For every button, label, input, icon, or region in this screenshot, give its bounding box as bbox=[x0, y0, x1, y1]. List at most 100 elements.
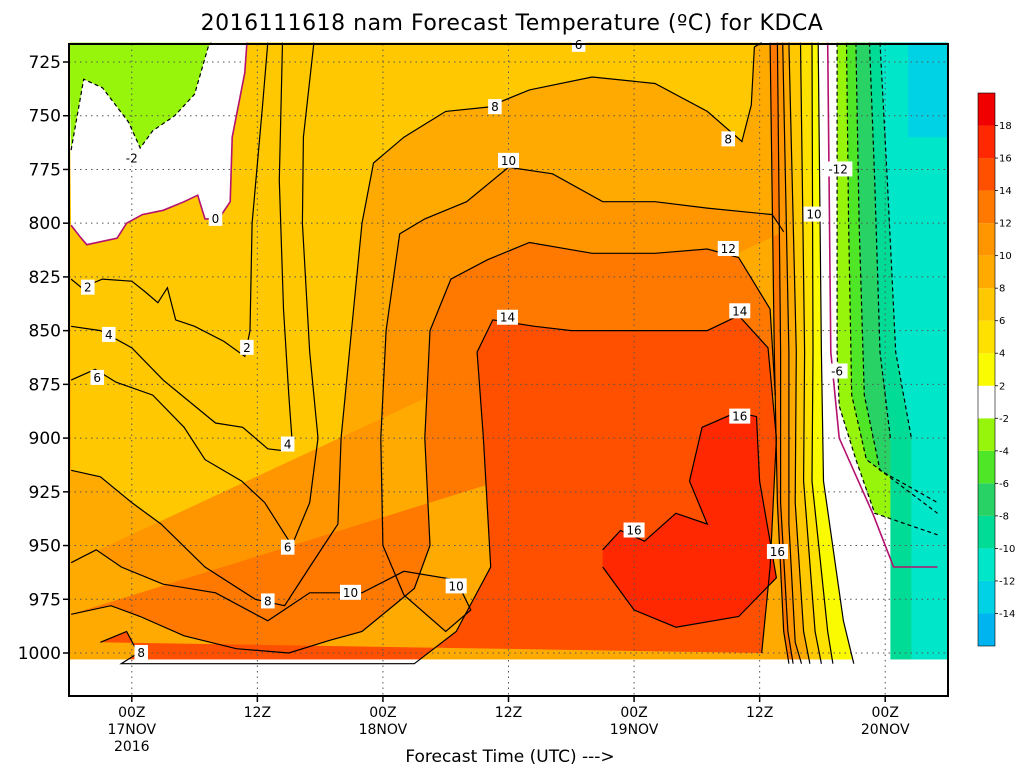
contour-label-bg bbox=[803, 206, 825, 222]
colorbar-frame bbox=[977, 92, 996, 647]
fill-pocket-neg2 bbox=[69, 42, 212, 151]
contour-lines bbox=[70, 42, 938, 665]
contour-label-bg bbox=[488, 99, 502, 115]
contour-label: 14 bbox=[729, 303, 751, 319]
x-tick-year: 2016 bbox=[114, 739, 150, 755]
contour-label-text: 4 bbox=[105, 328, 113, 342]
contour-label: 16 bbox=[623, 522, 645, 538]
contour-label-bg bbox=[498, 152, 519, 168]
colorbar-tick-label: 2 bbox=[999, 381, 1005, 392]
contour-line bbox=[70, 166, 785, 633]
contour-label-text: 14 bbox=[500, 311, 515, 325]
y-tick-label: 950 bbox=[29, 537, 61, 557]
contour-line bbox=[70, 42, 763, 607]
fill-band-west-8 bbox=[69, 42, 762, 606]
y-tick-label: 825 bbox=[29, 268, 61, 288]
contour-label-text: -2 bbox=[126, 152, 138, 166]
colorbar-cell bbox=[978, 288, 995, 321]
contour-label: -12 bbox=[823, 161, 853, 177]
colorbar-cell bbox=[978, 613, 995, 646]
contour-label: 0 bbox=[208, 210, 223, 226]
contour-label-text: 0 bbox=[212, 212, 220, 226]
contour-line bbox=[71, 42, 293, 452]
x-tick-label: 12Z bbox=[495, 705, 522, 721]
y-tick-label: 750 bbox=[29, 107, 61, 127]
x-tick-label: 00Z bbox=[369, 705, 396, 721]
contour-label-text: 2 bbox=[84, 281, 92, 295]
contour-label: 8 bbox=[488, 99, 502, 115]
x-tick-label: 00Z bbox=[872, 705, 899, 721]
colorbar-tick-label: 4 bbox=[999, 349, 1005, 360]
contour-label-bg bbox=[623, 522, 645, 538]
contour-label-bg bbox=[261, 593, 275, 609]
contour-label: 10 bbox=[339, 584, 361, 600]
colorbar-cell bbox=[978, 515, 995, 549]
y-tick-label: 900 bbox=[29, 429, 61, 449]
colorbar-tick-label: -12 bbox=[999, 576, 1015, 587]
contour-label: 8 bbox=[261, 593, 275, 609]
contour-label-bg bbox=[445, 578, 467, 594]
contour-label-bg bbox=[823, 161, 853, 177]
x-tick-date: 19NOV bbox=[610, 722, 659, 738]
contour-label-bg bbox=[102, 326, 116, 342]
contour-line bbox=[782, 42, 803, 664]
contour-line bbox=[799, 42, 822, 664]
contour-label: 16 bbox=[766, 543, 788, 559]
contour-label-bg bbox=[496, 309, 518, 325]
contour-label-bg bbox=[280, 539, 295, 555]
colorbar-tick-label: -8 bbox=[999, 511, 1009, 522]
contour-line bbox=[70, 42, 319, 547]
contour-label-text: 16 bbox=[732, 410, 747, 424]
colorbar-tick-label: -14 bbox=[999, 609, 1015, 620]
y-tick-label: 850 bbox=[29, 322, 61, 342]
colorbar-cell bbox=[978, 418, 995, 451]
colorbar-cell bbox=[978, 190, 995, 224]
y-tick-label: 975 bbox=[29, 590, 61, 610]
colorbar-tick-label: 6 bbox=[999, 316, 1005, 327]
y-tick-label: 1000 bbox=[18, 644, 61, 664]
contour-line bbox=[855, 42, 938, 504]
contour-line bbox=[879, 42, 912, 439]
contour-label-text: 8 bbox=[724, 132, 732, 146]
contour-label: 2 bbox=[81, 279, 95, 295]
x-tick-label: 00Z bbox=[620, 705, 647, 721]
colorbar-tick-label: -6 bbox=[999, 479, 1009, 490]
contour-label-text: 16 bbox=[626, 524, 641, 538]
y-tick-label: 725 bbox=[29, 53, 61, 73]
colorbar-tick-label: 10 bbox=[999, 251, 1012, 262]
colorbar-tick-label: -10 bbox=[999, 544, 1015, 555]
y-tick-label: 875 bbox=[29, 375, 61, 395]
contour-label-bg bbox=[240, 339, 254, 355]
contour-label: 10 bbox=[803, 206, 825, 222]
contour-line bbox=[70, 241, 776, 654]
contour-label-bg bbox=[729, 408, 751, 424]
colorbar-cell bbox=[978, 223, 995, 256]
contour-label-text: 2 bbox=[243, 341, 251, 355]
contour-label: 12 bbox=[717, 240, 739, 256]
contour-label-bg bbox=[280, 436, 295, 452]
x-tick-label: 12Z bbox=[746, 705, 773, 721]
contour-label: 6 bbox=[90, 369, 105, 385]
contour-label-bg bbox=[90, 369, 105, 385]
contour-label-text: 10 bbox=[501, 154, 516, 168]
contour-line bbox=[826, 42, 938, 568]
contour-label: 4 bbox=[280, 436, 295, 452]
colorbar-cell bbox=[978, 125, 995, 159]
contour-label-text: 8 bbox=[137, 646, 145, 660]
contour-line bbox=[70, 42, 248, 246]
colorbar: -14 -12 -10 -8 -6 -4 -2 2 4 6 8 10 12 14 16 18 bbox=[977, 92, 1015, 647]
colorbar-tick-label: 14 bbox=[999, 186, 1012, 197]
contour-label: 14 bbox=[496, 309, 518, 325]
x-tick-label: 12Z bbox=[244, 705, 271, 721]
colorbar-cell bbox=[978, 580, 995, 614]
x-tick-date: 18NOV bbox=[359, 722, 408, 738]
colorbar-cell bbox=[978, 158, 995, 191]
contour-label-bg bbox=[121, 150, 143, 166]
colorbar-cell bbox=[978, 450, 995, 484]
contour-label-text: 8 bbox=[264, 594, 272, 608]
y-tick-label: 775 bbox=[29, 160, 61, 180]
contour-label: -2 bbox=[121, 150, 143, 166]
contour-label-bg bbox=[339, 584, 361, 600]
